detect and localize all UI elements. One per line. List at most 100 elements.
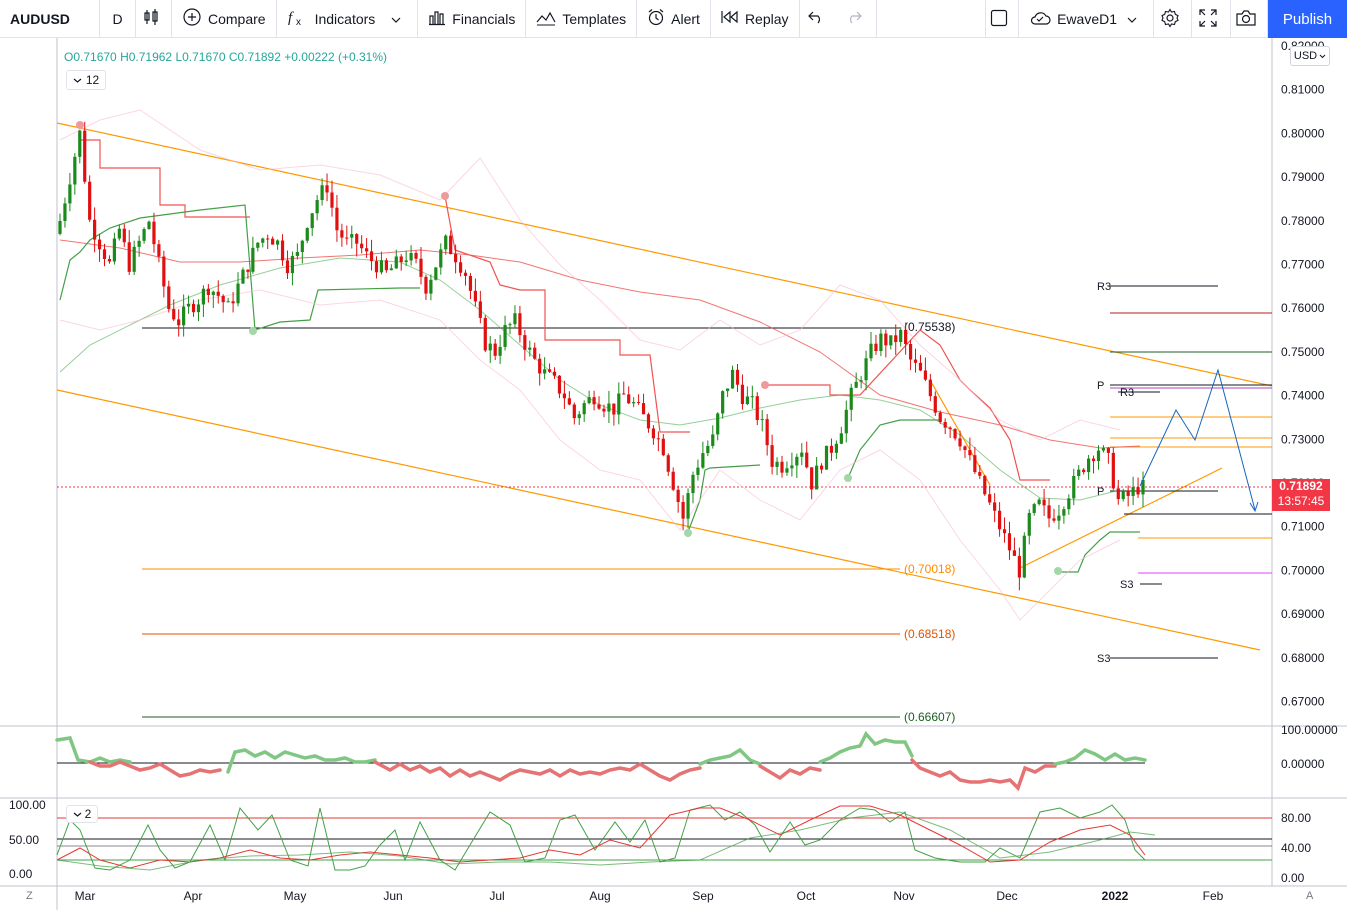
replay-button[interactable]: Replay: [711, 0, 800, 38]
candle-body: [666, 455, 670, 472]
candle-body: [478, 301, 482, 318]
auto-scale-button[interactable]: A: [1306, 890, 1314, 902]
candle-body: [933, 396, 937, 413]
candle-body: [454, 254, 458, 263]
layout-menu-button[interactable]: EwaveD1: [1019, 0, 1154, 38]
candle-body: [172, 309, 176, 320]
publish-button[interactable]: Publish: [1268, 0, 1347, 38]
candle-body: [904, 329, 908, 344]
candle-body: [656, 438, 660, 440]
candle-body: [335, 207, 339, 231]
candle-body: [711, 434, 715, 446]
candle-body: [330, 192, 334, 208]
currency-selector[interactable]: USD: [1290, 46, 1330, 66]
candle-body: [211, 291, 215, 295]
candle-body: [414, 253, 418, 259]
oscillator-toggle[interactable]: 2: [66, 805, 98, 823]
candle-body: [899, 329, 903, 343]
candle-body: [488, 343, 492, 351]
pivot-label-s3b: S3: [1120, 579, 1133, 591]
candle-body: [1087, 458, 1091, 473]
fullscreen-layout-button[interactable]: [985, 0, 1020, 38]
chevron-down-icon: [73, 807, 82, 821]
timezone-button[interactable]: Z: [26, 890, 33, 902]
indicator-count: 12: [85, 73, 100, 87]
candle-body: [790, 465, 794, 469]
candle-body: [444, 235, 448, 250]
low-value: L0.71670: [175, 50, 226, 64]
candle-body: [760, 419, 764, 421]
candle-body: [147, 221, 151, 230]
settings-button[interactable]: [1154, 0, 1192, 38]
candle-body: [849, 387, 853, 410]
candle-body: [1042, 499, 1046, 506]
osc1-green-line-5: [1053, 747, 1147, 766]
templates-button[interactable]: Templates: [526, 0, 638, 38]
alert-button[interactable]: Alert: [637, 0, 711, 38]
candle-body: [404, 260, 408, 263]
time-axis-label: Nov: [893, 889, 914, 903]
oscillator-count: 2: [84, 807, 92, 821]
candle-body: [127, 242, 131, 272]
candle-body: [908, 343, 913, 360]
candle-body: [399, 256, 403, 263]
candle-body: [997, 510, 1002, 530]
candle-body: [557, 375, 562, 394]
osc1-green-line: [55, 736, 132, 764]
price-tick-label: 0.75000: [1281, 345, 1325, 359]
snapshot-button[interactable]: [1230, 0, 1268, 38]
fib-label-70018: (0.70018): [904, 562, 955, 576]
compare-button[interactable]: Compare: [172, 0, 277, 38]
time-axis-label: Mar: [75, 889, 96, 903]
undo-button[interactable]: [800, 0, 838, 38]
candle-body: [1091, 458, 1096, 462]
candle-body: [701, 453, 705, 468]
candle-body: [167, 286, 171, 310]
interval-button[interactable]: D: [100, 0, 136, 38]
candle-body: [186, 303, 191, 307]
candle-body: [770, 445, 774, 467]
candle-body: [261, 238, 265, 243]
last-price-value: 0.71892: [1279, 479, 1323, 493]
camera-icon: [1235, 9, 1263, 30]
candle-body: [632, 402, 636, 404]
indicators-toggle[interactable]: 12: [66, 70, 106, 90]
red-ma-line: [59, 239, 1141, 449]
chart-canvas[interactable]: (0.75538) (0.70018) (0.68518) (0.66607) …: [0, 38, 1347, 910]
candle-body: [1072, 475, 1076, 499]
candle-body: [162, 256, 166, 287]
candle-body: [112, 238, 116, 262]
chart-type-button[interactable]: [136, 0, 172, 38]
candle-body: [1116, 488, 1120, 500]
candle-body: [543, 369, 547, 374]
price-tick-label: 0.74000: [1281, 389, 1325, 403]
candle-body: [483, 317, 487, 351]
candle-body: [315, 200, 319, 214]
candle-body: [785, 468, 789, 473]
fullscreen-button[interactable]: [1192, 0, 1230, 38]
candle-body: [829, 445, 834, 453]
candle-body: [1067, 498, 1071, 510]
candle-body: [73, 156, 77, 185]
candle-body: [1106, 448, 1110, 453]
candle-body: [661, 438, 665, 456]
green-stop-line: [59, 204, 420, 331]
candle-body: [122, 228, 126, 243]
oscillator-pane-2: [56, 804, 1272, 871]
price-tick-label: 0.73000: [1281, 432, 1325, 446]
time-axis[interactable]: Mar Apr May Jun Jul Aug Sep Oct Nov Dec 2022 Feb: [75, 889, 1224, 903]
swing-high-marker: [441, 192, 449, 200]
financials-button[interactable]: Financials: [418, 0, 527, 38]
candle-body: [449, 235, 453, 255]
redo-button[interactable]: [838, 0, 877, 38]
candle-body: [1007, 533, 1012, 551]
candle-body: [295, 251, 299, 256]
candle-body: [325, 185, 329, 193]
symbol-search-button[interactable]: AUDUSD: [0, 0, 100, 38]
osc2-tick-label: 0.00: [1281, 871, 1305, 885]
candle-body: [350, 234, 354, 238]
pivot-label-p: P: [1097, 380, 1104, 392]
change-value: +0.00222 (+0.31%): [284, 50, 387, 64]
